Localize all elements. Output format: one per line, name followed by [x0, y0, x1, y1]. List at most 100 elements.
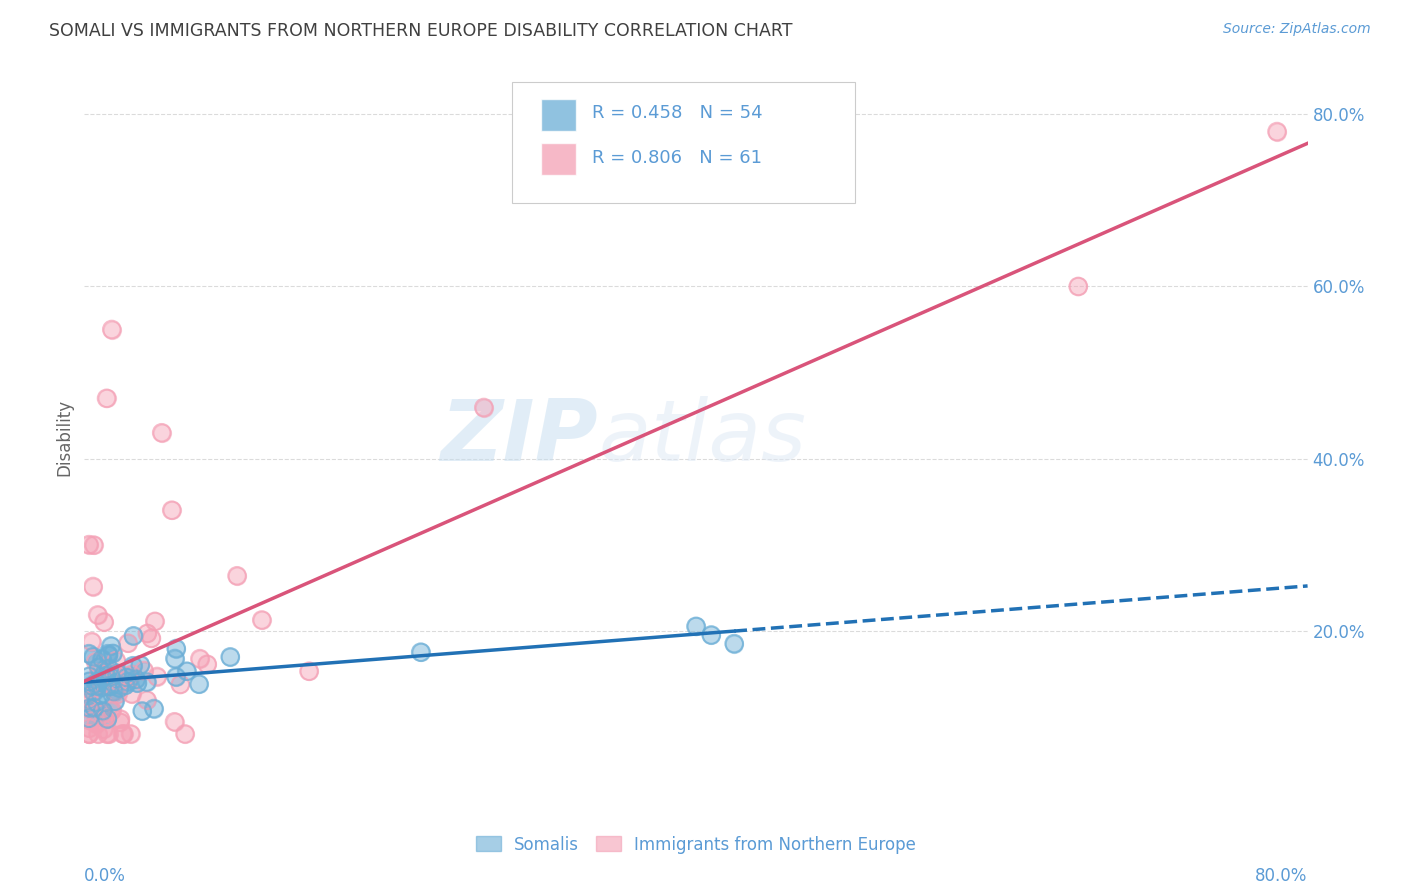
Point	[107, 687, 129, 701]
Point	[80, 714, 103, 728]
Point	[96, 712, 118, 726]
Point	[1067, 279, 1090, 293]
Point	[97, 648, 120, 663]
Point	[80, 634, 103, 648]
Point	[90, 688, 112, 702]
Point	[94, 712, 117, 726]
Point	[96, 727, 118, 741]
Point	[77, 669, 100, 683]
Point	[98, 661, 121, 675]
Point	[97, 727, 120, 741]
Point	[108, 681, 131, 695]
Point	[77, 690, 100, 705]
Point	[219, 649, 242, 664]
Point	[117, 636, 139, 650]
Text: R = 0.458   N = 54: R = 0.458 N = 54	[592, 104, 762, 122]
Point	[169, 677, 191, 691]
Point	[135, 675, 157, 690]
Point	[150, 425, 173, 440]
Legend: Somalis, Immigrants from Northern Europe: Somalis, Immigrants from Northern Europe	[470, 829, 922, 860]
Point	[96, 712, 118, 726]
Point	[141, 632, 163, 646]
Point	[97, 647, 120, 661]
Text: ZIP: ZIP	[440, 395, 598, 479]
Point	[100, 639, 122, 653]
Point	[91, 677, 114, 691]
Point	[77, 711, 100, 725]
Point	[127, 676, 149, 690]
Point	[77, 538, 100, 552]
Point	[129, 657, 152, 672]
Point	[104, 684, 127, 698]
Point	[127, 676, 149, 690]
Point	[80, 634, 103, 648]
Point	[101, 647, 124, 661]
Point	[122, 629, 145, 643]
Point	[82, 580, 104, 594]
Point	[114, 678, 136, 692]
Point	[79, 682, 101, 697]
Point	[93, 665, 115, 680]
Point	[84, 655, 107, 669]
Point	[87, 665, 110, 680]
Point	[103, 684, 125, 698]
Point	[105, 653, 128, 667]
Point	[163, 651, 186, 665]
Point	[80, 679, 103, 693]
Point	[77, 674, 100, 689]
Point	[93, 722, 115, 736]
Point	[1265, 125, 1288, 139]
Point	[91, 670, 114, 684]
FancyBboxPatch shape	[541, 99, 576, 131]
Point	[96, 680, 118, 694]
Point	[79, 701, 101, 715]
Point	[100, 704, 122, 718]
Point	[83, 700, 105, 714]
Point	[110, 715, 132, 730]
Point	[82, 580, 104, 594]
Point	[96, 668, 118, 682]
Point	[136, 626, 159, 640]
Point	[77, 727, 100, 741]
Point	[101, 667, 124, 681]
Point	[142, 701, 165, 715]
Point	[165, 670, 187, 684]
Point	[298, 665, 321, 679]
Point	[93, 615, 115, 629]
Point	[91, 707, 114, 722]
Point	[101, 647, 124, 661]
Point	[79, 701, 101, 715]
Point	[77, 727, 100, 741]
Point	[226, 569, 249, 583]
Point	[86, 679, 108, 693]
Point	[77, 647, 100, 661]
Point	[121, 667, 143, 681]
Text: atlas: atlas	[598, 395, 806, 479]
Point	[150, 425, 173, 440]
Point	[97, 727, 120, 741]
Point	[163, 651, 186, 665]
Point	[131, 704, 153, 718]
Point	[87, 665, 110, 680]
Point	[108, 681, 131, 695]
Point	[91, 652, 114, 666]
Point	[90, 681, 112, 695]
Point	[122, 629, 145, 643]
Point	[1265, 125, 1288, 139]
Point	[107, 687, 129, 701]
Text: SOMALI VS IMMIGRANTS FROM NORTHERN EUROPE DISABILITY CORRELATION CHART: SOMALI VS IMMIGRANTS FROM NORTHERN EUROP…	[49, 22, 793, 40]
Point	[79, 682, 101, 697]
Point	[86, 679, 108, 693]
Point	[82, 649, 104, 664]
Point	[142, 701, 165, 715]
Point	[97, 647, 120, 661]
Point	[176, 665, 198, 679]
Point	[96, 668, 118, 682]
Point	[80, 714, 103, 728]
Point	[91, 677, 114, 691]
Point	[91, 707, 114, 722]
Point	[104, 694, 127, 708]
Point	[135, 675, 157, 690]
Point	[93, 722, 115, 736]
Point	[104, 673, 127, 688]
